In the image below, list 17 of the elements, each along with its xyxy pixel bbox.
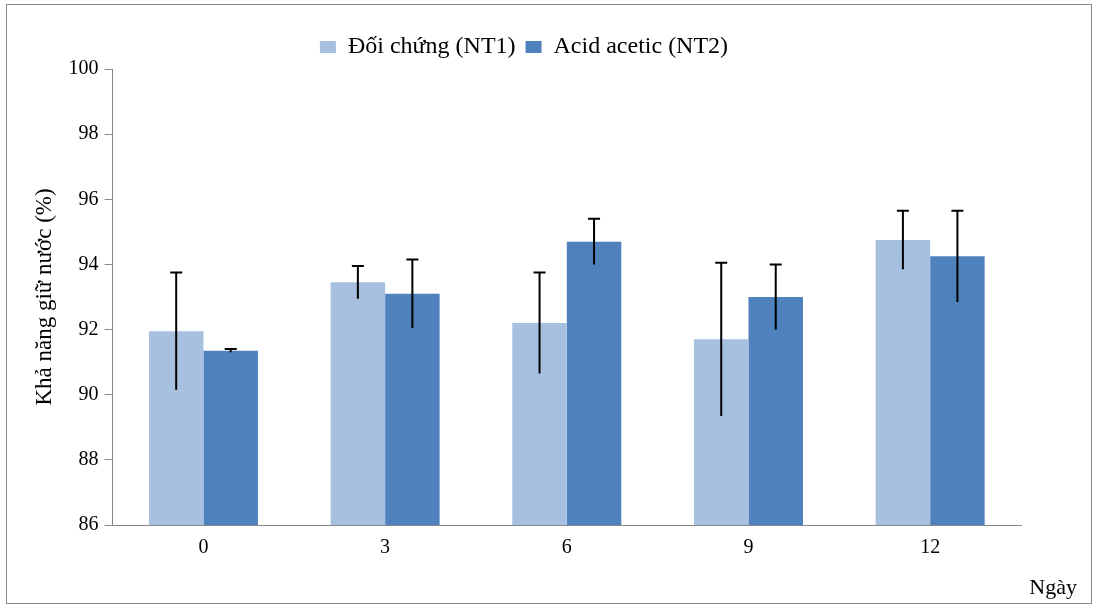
y-tick-label: 90 [78, 381, 99, 404]
y-tick-label: 92 [78, 316, 99, 339]
y-tick-label: 86 [78, 512, 99, 535]
y-tick-label: 96 [78, 186, 99, 209]
y-tick-label: 88 [78, 447, 99, 470]
x-tick-label: 3 [380, 535, 391, 558]
y-tick-label: 98 [78, 121, 99, 144]
y-tick-label: 100 [68, 56, 99, 79]
x-axis-title: Ngày [1029, 573, 1077, 599]
y-axis-title: Khả năng giữ nước (%) [30, 188, 56, 406]
legend-label: Đối chứng (NT1) [347, 32, 516, 59]
x-tick-label: 9 [743, 535, 754, 558]
x-tick-label: 6 [561, 535, 572, 558]
y-tick-label: 94 [78, 251, 99, 274]
x-tick-label: 0 [198, 535, 209, 558]
legend-label: Acid acetic (NT2) [553, 32, 729, 59]
x-tick-label: 12 [920, 535, 941, 558]
